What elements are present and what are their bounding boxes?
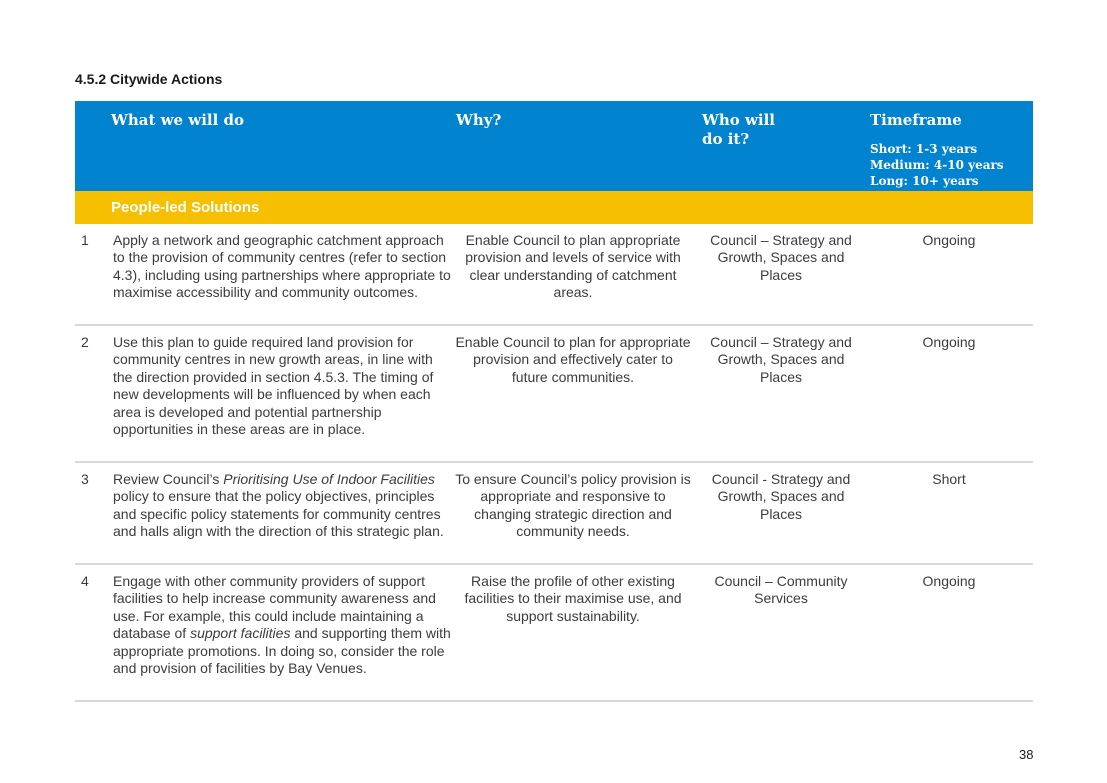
timeframe-legend: Short: 1-3 years Medium: 4-10 years Long… bbox=[870, 141, 1004, 189]
row-number: 3 bbox=[81, 471, 89, 487]
header-what: What we will do bbox=[111, 111, 245, 129]
row-what: Engage with other community providers of… bbox=[113, 573, 453, 677]
row-what-text: and supporting them with appropriate pro… bbox=[113, 625, 451, 677]
header-who: Who will do it? bbox=[702, 111, 775, 148]
actions-table: What we will do Why? Who will do it? Tim… bbox=[75, 101, 1033, 702]
timeframe-short: Short: 1-3 years bbox=[870, 142, 978, 156]
timeframe-long: Long: 10+ years bbox=[870, 174, 979, 188]
row-why: Raise the profile of other existing faci… bbox=[464, 573, 682, 624]
header-why: Why? bbox=[456, 111, 502, 129]
row-why: Enable Council to plan for appropriate p… bbox=[455, 334, 691, 385]
row-what: Apply a network and geographic catchment… bbox=[113, 232, 451, 301]
table-row: 1 Apply a network and geographic catchme… bbox=[75, 224, 1033, 326]
row-what-text: Engage with other community providers of… bbox=[113, 573, 436, 642]
section-row: People-led Solutions bbox=[75, 191, 1033, 224]
row-timeframe: Ongoing bbox=[922, 232, 976, 248]
row-timeframe: Ongoing bbox=[922, 573, 976, 589]
row-who: Council – Community Services bbox=[714, 573, 848, 607]
row-why: Enable Council to plan appropriate provi… bbox=[465, 232, 681, 301]
table-row: 3 Review Council’s Prioritising Use of I… bbox=[75, 463, 1033, 565]
page-number: 38 bbox=[1019, 747, 1034, 762]
support-facilities-term: support facilities bbox=[190, 625, 291, 642]
table-row: 4 Engage with other community providers … bbox=[75, 565, 1033, 702]
section-heading: 4.5.2 Citywide Actions bbox=[75, 71, 223, 87]
row-number: 4 bbox=[81, 573, 89, 589]
row-what-text: Review Council’s bbox=[113, 471, 224, 487]
row-number: 1 bbox=[81, 232, 89, 248]
row-number: 2 bbox=[81, 334, 89, 350]
section-label: People-led Solutions bbox=[111, 199, 260, 216]
row-what: Review Council’s Prioritising Use of Ind… bbox=[113, 471, 453, 541]
row-what-text: policy to ensure that the policy objecti… bbox=[113, 488, 444, 540]
timeframe-medium: Medium: 4-10 years bbox=[870, 158, 1004, 172]
header-timeframe: Timeframe bbox=[870, 111, 962, 129]
row-who: Council - Strategy and Growth, Spaces an… bbox=[711, 471, 851, 522]
row-timeframe: Short bbox=[932, 471, 966, 487]
policy-title: Prioritising Use of Indoor Facilities bbox=[223, 471, 435, 487]
table-row: 2 Use this plan to guide required land p… bbox=[75, 326, 1033, 463]
row-what: Use this plan to guide required land pro… bbox=[113, 334, 434, 438]
row-timeframe: Ongoing bbox=[922, 334, 976, 350]
table-header-row: What we will do Why? Who will do it? Tim… bbox=[75, 101, 1033, 191]
row-why: To ensure Council’s policy provision is … bbox=[455, 471, 691, 540]
row-who: Council – Strategy and Growth, Spaces an… bbox=[710, 232, 852, 283]
row-who: Council – Strategy and Growth, Spaces an… bbox=[710, 334, 852, 385]
